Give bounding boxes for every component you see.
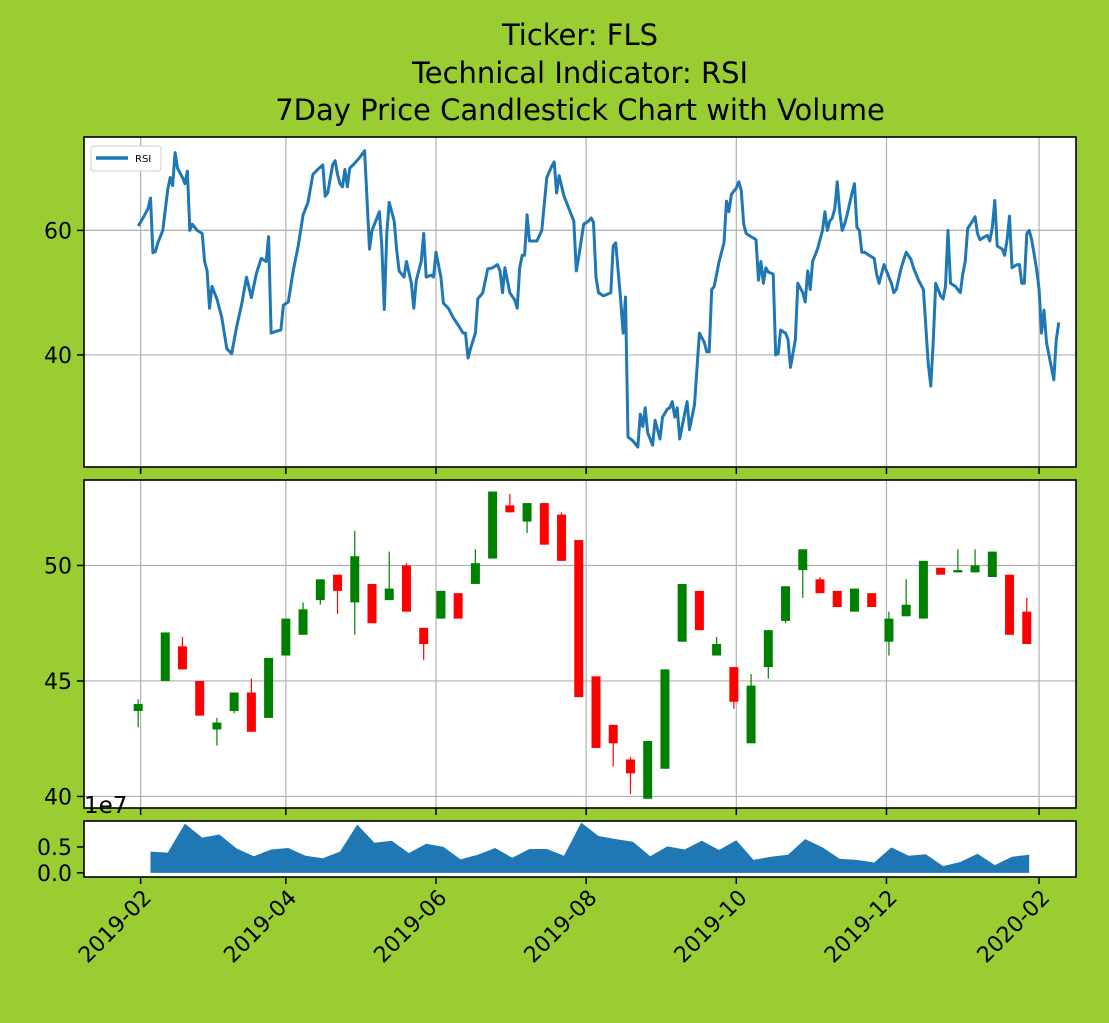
candle-body [212,722,222,730]
y-tick-label: 50 [44,554,72,579]
candle-body [281,618,291,656]
candle-body [539,503,549,545]
candle-body [625,759,635,774]
candle-body [953,570,963,573]
candle-body [798,549,808,571]
rsi-line [136,149,1061,449]
candle-body [384,588,394,601]
volume-offset-label: 1e7 [84,793,127,819]
rsi-plot-area [136,149,1061,449]
rsi-y-axis: 40 60 [44,219,1040,474]
candle-body [729,667,739,702]
candle-body [367,583,377,624]
candle-body [401,565,411,612]
candle-body [660,669,670,769]
candle-body [1005,574,1015,635]
y-tick-label: 60 [44,219,72,244]
candle-body [643,741,653,799]
chart-title-line-2: Technical Indicator: RSI [411,56,748,90]
candle-body [694,590,704,631]
candle-body [160,632,170,681]
rsi-legend: RSI [90,145,162,172]
rsi-panel-background [84,137,1076,467]
candle-body [781,586,791,621]
candle-body [488,491,498,559]
volume-plot-area [150,822,1030,873]
y-tick-label: 0.0 [37,862,72,887]
candle-body [453,593,463,619]
candle-body [970,565,980,573]
candle-body [470,563,480,584]
candle-body [815,579,825,594]
candle-body [557,514,567,561]
candle-body [763,630,773,668]
candle-body [849,588,859,612]
candle-body [522,503,532,522]
candle-body [177,646,187,670]
y-tick-label: 0.5 [37,836,72,861]
candle-body [918,560,928,619]
candle-body [712,644,722,656]
price-plot-area [133,491,1032,799]
candle-body [832,590,842,608]
candle-body [350,556,360,603]
chart-title-line-1: Ticker: FLS [501,18,658,52]
candle-body [315,579,325,601]
candle-body [505,505,515,513]
candle-body [298,609,308,635]
y-tick-label: 45 [44,670,72,695]
candle-body [901,604,911,617]
candle-body [419,627,429,644]
candle-body [1022,611,1032,644]
price-panel-frame [83,479,1077,809]
candle-body [195,680,205,716]
candle-body [264,657,274,718]
volume-area [150,822,1030,873]
candle-body [677,583,687,642]
candle-body [936,567,946,575]
candle-body [574,540,584,698]
candle-body [987,551,997,578]
volume-panel-frame [83,820,1077,878]
chart-title-line-3: 7Day Price Candlestick Chart with Volume [275,93,885,127]
legend-rsi-label: RSI [135,154,151,165]
candle-body [333,574,343,591]
candle-body [436,590,446,619]
candle-body [608,724,618,744]
candle-body [591,676,601,748]
candle-body [229,692,239,711]
candle-body [884,618,894,642]
y-tick-label: 40 [44,785,72,810]
rsi-panel-frame [83,136,1077,468]
candle-body [746,685,756,744]
candle-body [246,692,256,732]
price-y-axis: 40 45 50 [44,554,1040,815]
candle-body [867,593,877,608]
volume-y-axis: 0.00.5 [37,836,84,887]
candle-body [133,704,143,711]
y-tick-label: 40 [44,344,72,369]
